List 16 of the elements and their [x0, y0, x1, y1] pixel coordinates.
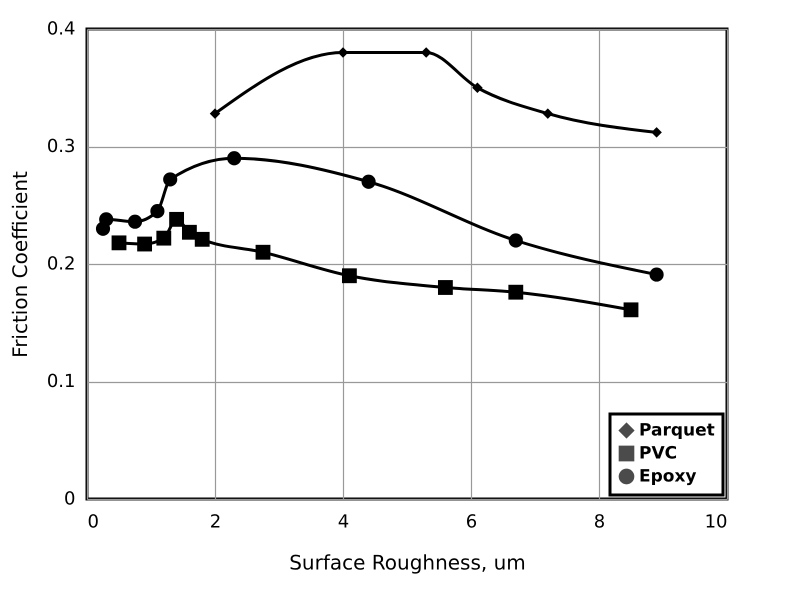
y-tick-label: 0.1 [46, 371, 76, 392]
legend-label: Epoxy [639, 466, 697, 486]
y-tick-label: 0.3 [46, 136, 76, 157]
x-tick-label: 8 [594, 512, 606, 532]
y-tick-label: 0 [64, 488, 76, 510]
x-tick-label: 2 [210, 512, 222, 532]
legend-label: Parquet [639, 420, 715, 440]
x-tick-label: 10 [704, 512, 728, 532]
x-tick-label: 4 [338, 512, 350, 532]
y-tick-label: 0.2 [46, 254, 76, 274]
legend-label: PVC [639, 444, 678, 464]
x-axis-title: Surface Roughness, um [289, 550, 526, 574]
y-tick-label: 0.4 [46, 18, 76, 40]
x-tick-label: 6 [466, 512, 478, 532]
y-axis-title: Friction Coefficient [8, 170, 32, 358]
x-tick-label: 0 [88, 512, 99, 532]
